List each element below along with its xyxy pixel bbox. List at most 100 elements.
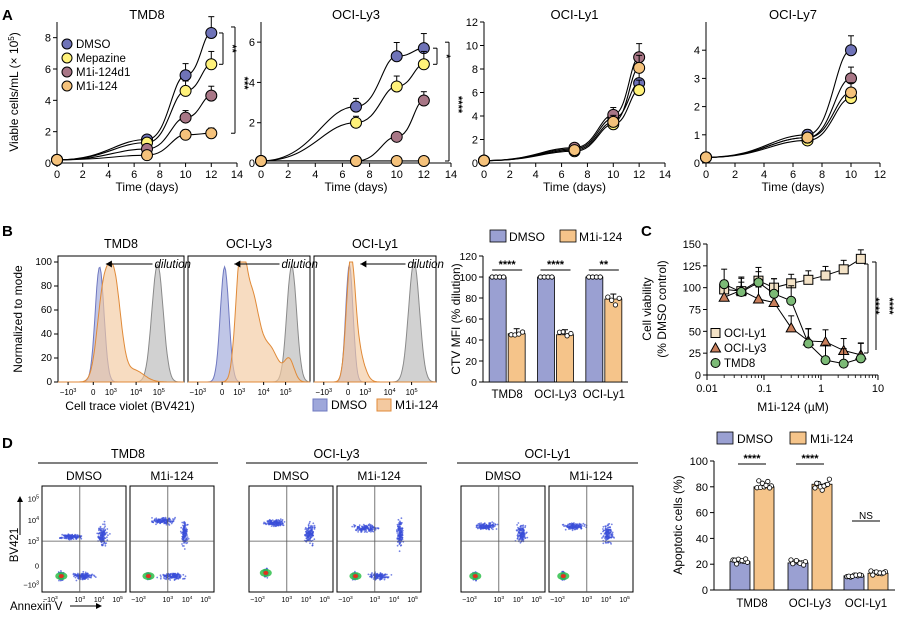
replicate-point — [800, 562, 807, 568]
flow-event — [573, 522, 575, 524]
flow-event — [168, 517, 171, 520]
density-core — [145, 574, 151, 579]
flow-event — [371, 524, 374, 527]
flow-event — [99, 527, 102, 530]
flow-event — [523, 535, 525, 538]
flow-event — [75, 579, 78, 582]
flow-event — [605, 541, 608, 544]
flow-event — [607, 528, 609, 531]
flow-event — [268, 520, 271, 523]
flow-event — [274, 525, 277, 528]
flow-event — [309, 542, 311, 545]
x-tick-label: 6 — [339, 169, 345, 181]
legend-swatch-m1i — [789, 431, 807, 445]
flow-event — [521, 533, 524, 535]
flow-event — [607, 541, 609, 544]
data-point — [350, 100, 362, 113]
flow-event — [280, 520, 282, 523]
flow-event — [308, 522, 311, 525]
flow-event — [83, 576, 85, 579]
y-tick-label: 3 — [694, 73, 700, 85]
flow-event — [399, 521, 402, 524]
flow-event — [109, 533, 111, 535]
flow-event — [492, 524, 495, 527]
y-tick-label: 100 — [683, 283, 701, 295]
y-tick-label: 150 — [683, 239, 701, 251]
x-tick-label: 104 — [601, 595, 612, 604]
flow-event — [372, 530, 375, 533]
flow-event — [183, 577, 186, 580]
category-label: OCI-Ly1 — [845, 598, 887, 610]
flow-event — [171, 520, 174, 523]
flow-event — [376, 573, 378, 576]
x-tick-label: 105 — [153, 388, 165, 397]
panel-title: OCI-Ly7 — [769, 7, 817, 22]
flow-event — [75, 537, 78, 539]
bar — [729, 561, 751, 591]
flow-event — [311, 532, 313, 535]
data-point — [350, 116, 362, 129]
x-axis-title: Time (days) — [325, 180, 388, 194]
density-core — [560, 574, 566, 579]
flow-event — [74, 576, 77, 579]
x-tick-label: −103 — [315, 388, 332, 397]
flow-event — [305, 537, 308, 540]
category-label: TMD8 — [492, 389, 523, 401]
flow-event — [187, 537, 190, 540]
y-axis-title: CTV MFI (% dilution) — [449, 263, 463, 374]
flow-event — [524, 525, 527, 527]
data-point — [179, 128, 192, 141]
flow-event — [156, 576, 159, 579]
flow-event — [84, 575, 87, 578]
x-tick-label: 103 — [359, 388, 371, 397]
flow-event — [581, 524, 583, 527]
flow-event — [397, 518, 400, 521]
flow-event — [312, 522, 315, 525]
flow-event — [607, 532, 610, 535]
flow-event — [494, 523, 497, 526]
flow-event — [167, 573, 170, 576]
flow-event — [367, 573, 370, 576]
flow-event — [275, 521, 278, 524]
sig-label: NS — [859, 511, 873, 522]
flow-event — [311, 530, 314, 533]
flow-event — [167, 523, 170, 525]
category-label: TMD8 — [736, 598, 767, 610]
flow-event — [396, 538, 399, 540]
x-tick-label: 14 — [231, 169, 243, 181]
series-curve — [260, 47, 424, 162]
flow-event — [178, 574, 181, 576]
flow-event — [266, 520, 269, 522]
flow-event — [490, 524, 492, 527]
series-curve — [705, 49, 852, 158]
y-tick-label: 120 — [459, 251, 477, 263]
x-tick-label: −103 — [338, 595, 353, 604]
flow-event — [379, 572, 382, 574]
flow-event — [370, 524, 372, 526]
x-tick-label: 104 — [384, 388, 396, 397]
flow-event — [602, 535, 605, 537]
flow-event — [376, 576, 379, 579]
flow-event — [518, 527, 521, 530]
x-tick-label: 6 — [131, 169, 137, 181]
bar — [556, 334, 574, 383]
flow-event — [361, 527, 364, 529]
flow-event — [60, 570, 62, 572]
m1i-histogram — [58, 261, 184, 383]
x-tick-label: 12 — [205, 169, 217, 181]
y-tick-label: 4 — [249, 77, 255, 89]
flow-event — [360, 531, 363, 533]
x-tick-label: 8 — [584, 169, 590, 181]
data-point — [633, 84, 646, 97]
flow-event — [368, 530, 371, 533]
data-point — [803, 338, 814, 349]
flow-event — [273, 525, 275, 528]
flow-event — [400, 531, 403, 534]
legend-label: M1i-124d1 — [76, 67, 130, 79]
flow-event — [605, 536, 607, 539]
legend-marker — [61, 38, 73, 50]
flow-event — [604, 525, 607, 527]
flow-event — [173, 578, 176, 581]
flow-event — [561, 523, 564, 526]
